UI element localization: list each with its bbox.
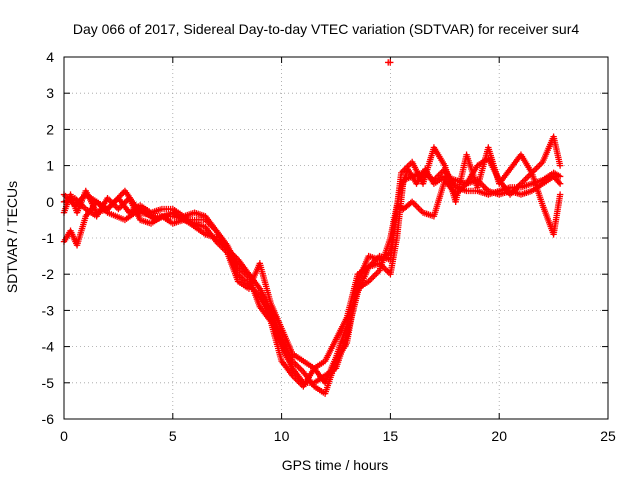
data-marker [370, 273, 377, 280]
y-tick-label: -6 [42, 411, 55, 427]
data-marker [556, 173, 564, 180]
y-tick-label: -3 [42, 302, 55, 318]
y-tick-label: 1 [46, 158, 54, 174]
data-marker [410, 200, 417, 207]
chart-title: Day 066 of 2017, Sidereal Day-to-day VTE… [73, 21, 579, 37]
outlier-marker [387, 59, 394, 66]
y-tick-label: -2 [42, 266, 55, 282]
data-marker [415, 204, 422, 212]
y-tick-label: -4 [42, 339, 55, 355]
data-marker [555, 179, 563, 186]
y-axis-label: SDTVAR / TECUs [4, 181, 20, 293]
data-marker [368, 275, 375, 282]
x-tick-label: 0 [60, 428, 68, 444]
y-tick-label: 4 [46, 49, 54, 65]
data-marker [384, 267, 391, 275]
grid-layer [64, 57, 608, 419]
data-marker [413, 203, 421, 210]
x-axis-label: GPS time / hours [282, 457, 389, 473]
data-marker [514, 183, 522, 191]
y-tick-label: -1 [42, 230, 55, 246]
data-marker [533, 164, 540, 172]
data-marker [371, 272, 379, 279]
y-tick-label: 0 [46, 194, 54, 210]
data-marker [373, 270, 380, 277]
x-tick-label: 25 [600, 428, 616, 444]
data-layer [60, 59, 564, 397]
data-marker [536, 161, 543, 169]
x-tick-label: 5 [169, 428, 177, 444]
y-tick-label: -5 [42, 375, 55, 391]
y-tick-label: 2 [46, 121, 54, 137]
x-tick-label: 15 [383, 428, 399, 444]
data-marker [522, 175, 529, 183]
x-tick-label: 20 [491, 428, 507, 444]
data-marker [115, 205, 122, 213]
data-marker [556, 162, 564, 169]
plot-frame [63, 56, 609, 420]
y-tick-label: 3 [46, 85, 54, 101]
data-marker [534, 163, 542, 170]
data-marker [556, 180, 564, 187]
x-tick-label: 10 [274, 428, 290, 444]
data-marker [416, 206, 424, 213]
data-marker [480, 183, 487, 190]
data-marker [556, 191, 564, 198]
